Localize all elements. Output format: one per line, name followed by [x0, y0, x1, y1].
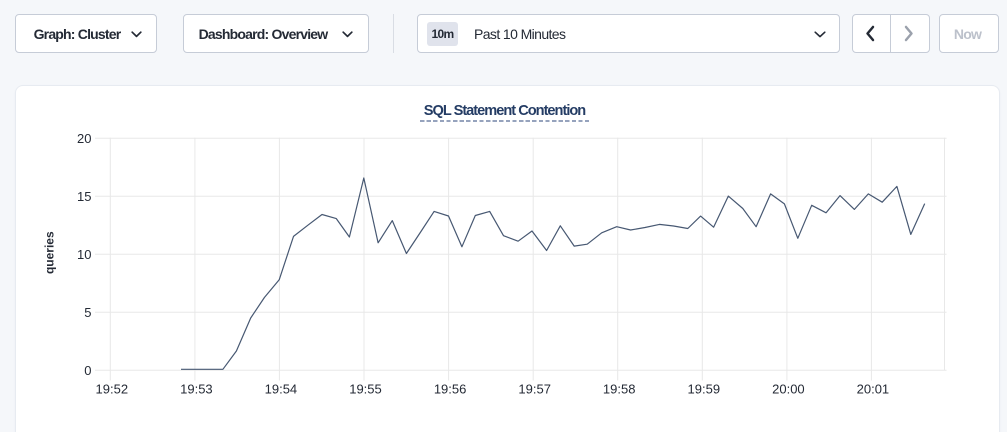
svg-text:15: 15 — [77, 189, 91, 204]
svg-text:20: 20 — [77, 131, 91, 146]
svg-text:0: 0 — [84, 363, 91, 378]
svg-text:20:00: 20:00 — [772, 382, 805, 397]
svg-text:20:01: 20:01 — [857, 382, 890, 397]
svg-text:19:56: 19:56 — [434, 382, 467, 397]
svg-text:queries: queries — [43, 231, 57, 274]
svg-text:10: 10 — [77, 247, 91, 262]
svg-text:19:54: 19:54 — [265, 382, 298, 397]
svg-text:19:52: 19:52 — [96, 382, 129, 397]
svg-text:19:57: 19:57 — [518, 382, 551, 397]
svg-text:19:59: 19:59 — [688, 382, 721, 397]
svg-text:19:58: 19:58 — [603, 382, 636, 397]
svg-text:19:55: 19:55 — [349, 382, 382, 397]
svg-text:5: 5 — [84, 305, 91, 320]
svg-text:19:53: 19:53 — [180, 382, 213, 397]
